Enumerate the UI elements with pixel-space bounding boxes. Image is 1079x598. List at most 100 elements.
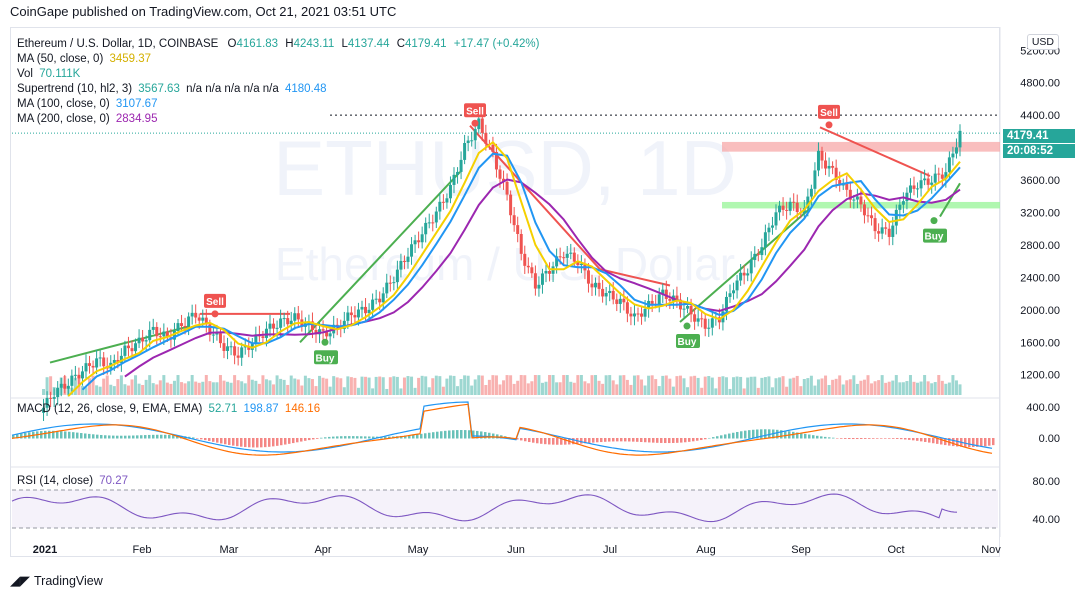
ma50-legend[interactable]: MA (50, close, 0) 3459.37 — [17, 52, 151, 66]
volume-bar — [516, 380, 520, 395]
supertrend-legend[interactable]: Supertrend (10, hl2, 3) 3567.63 n/a n/a … — [17, 82, 327, 96]
currency-button[interactable]: USD — [1026, 34, 1059, 50]
macd-histogram-bar — [520, 438, 523, 441]
macd-histogram-bar — [980, 438, 983, 447]
macd-histogram-bar — [20, 433, 23, 439]
macd-histogram-bar — [428, 432, 431, 439]
candle-body — [395, 269, 399, 283]
macd-histogram-bar — [72, 432, 75, 439]
volume-bar — [625, 379, 629, 395]
svg-text:Buy: Buy — [316, 353, 335, 364]
volume-bar — [841, 384, 845, 395]
macd-histogram-bar — [736, 431, 739, 439]
candle-body — [625, 302, 629, 314]
candle-body — [130, 348, 134, 352]
candle-body — [183, 325, 187, 327]
vol-label: Vol — [17, 68, 33, 80]
rsi-legend[interactable]: RSI (14, close) 70.27 — [17, 474, 128, 488]
candle-body — [275, 327, 279, 329]
candle-body — [254, 334, 258, 344]
candle-body — [530, 267, 534, 274]
macd-histogram-bar — [812, 435, 815, 439]
volume-bar — [494, 375, 498, 395]
volume-bar — [491, 375, 495, 395]
volume-bar — [891, 380, 895, 395]
candle-body — [562, 257, 566, 259]
candle-body — [321, 329, 325, 331]
candle-body — [77, 374, 81, 379]
ma200-legend[interactable]: MA (200, close, 0) 2834.95 — [17, 112, 157, 126]
macd-histogram-bar — [100, 434, 103, 439]
candle-body — [236, 355, 240, 358]
volume-bar — [282, 379, 286, 395]
month-label: 2021 — [33, 544, 57, 556]
volume-bar — [183, 383, 187, 395]
macd-histogram-bar — [900, 438, 903, 440]
candle-body — [848, 189, 852, 200]
volume-bar — [208, 381, 212, 395]
volume-bar — [855, 383, 859, 395]
volume-bar — [866, 375, 870, 395]
rsi-tick-label: 80.00 — [1032, 476, 1060, 488]
candle-body — [353, 315, 357, 318]
macd-histogram-bar — [548, 438, 551, 445]
candle-body — [569, 252, 573, 254]
macd-legend[interactable]: MACD (12, 26, close, 9, EMA, EMA) 52.71 … — [17, 402, 320, 416]
volume-bar — [806, 378, 810, 395]
ma100-legend[interactable]: MA (100, close, 0) 3107.67 — [17, 97, 157, 111]
volume-bar — [774, 378, 778, 395]
candle-body — [402, 260, 406, 262]
volume-bar — [314, 386, 318, 395]
volume-bar — [540, 382, 544, 395]
volume-bar — [141, 384, 145, 395]
macd-histogram-bar — [856, 438, 859, 440]
volume-bar — [838, 375, 842, 395]
macd-histogram-bar — [120, 435, 123, 439]
tradingview-logo[interactable]: ◢◤ TradingView — [10, 573, 103, 589]
candle-body — [463, 143, 467, 160]
candle-body — [346, 312, 350, 321]
volume-bar — [293, 378, 297, 395]
candle-body — [473, 129, 477, 141]
candle-body — [73, 374, 77, 376]
macd-histogram-bar — [440, 431, 443, 439]
candle-body — [742, 272, 746, 276]
candle-body — [689, 305, 693, 315]
candle-body — [657, 294, 661, 305]
volume-bar — [66, 386, 70, 395]
candle-body — [884, 227, 888, 229]
macd-histogram-bar — [260, 438, 263, 448]
candle-body — [831, 165, 835, 168]
ma50-line — [67, 140, 961, 397]
volume-bar — [813, 385, 817, 395]
price-tick-label: 2000.00 — [1020, 305, 1060, 317]
volume-bar — [643, 385, 647, 395]
volume-bar — [604, 375, 608, 395]
candle-body — [134, 343, 138, 352]
volume-bar — [264, 379, 268, 395]
candle-body — [452, 174, 456, 185]
macd-histogram-bar — [340, 436, 343, 439]
volume-bar — [459, 379, 463, 395]
candle-body — [102, 357, 106, 367]
volume-bar — [410, 376, 414, 395]
macd-histogram-bar — [112, 435, 115, 439]
vol-legend[interactable]: Vol 70.111K — [17, 67, 80, 81]
volume-bar — [95, 385, 99, 395]
macd-histogram-bar — [344, 436, 347, 439]
volume-bar — [569, 381, 573, 395]
volume-bar — [388, 377, 392, 395]
candle-body — [898, 204, 902, 210]
macd-histogram-bar — [92, 434, 95, 439]
volume-bar — [137, 383, 141, 395]
candle-body — [778, 205, 782, 213]
macd-histogram-bar — [168, 434, 171, 439]
candle-body — [49, 397, 53, 399]
volume-bar — [523, 375, 527, 395]
candle-body — [180, 323, 184, 326]
close-label: C — [396, 38, 405, 50]
macd-histogram-bar — [12, 435, 15, 439]
volume-bar — [912, 381, 916, 395]
month-label: Jun — [507, 544, 525, 556]
